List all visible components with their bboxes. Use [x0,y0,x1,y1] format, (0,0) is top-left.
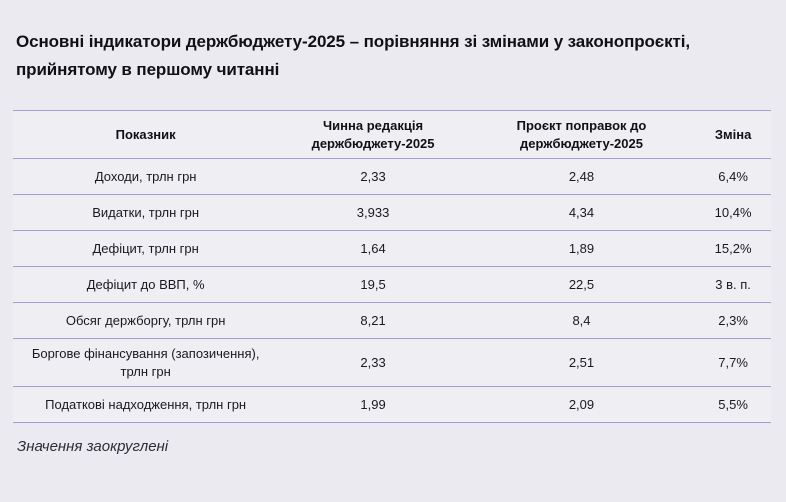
value-change: 10,4% [714,204,752,220]
table-header-row: Показник Чинна редакція держбюджету-2025… [13,111,771,158]
value-change: 5,5% [718,396,748,412]
value-current: 1,64 [360,240,386,256]
table-row: Видатки, трлн грн 3,933 4,34 10,4% [13,194,771,230]
value-proposed: 22,5 [568,276,595,292]
value-proposed: 2,48 [568,168,595,184]
column-header-indicator: Показник [115,126,176,142]
row-label: Дефіцит до ВВП, % [86,276,205,292]
row-label: Обсяг держборгу, трлн грн [65,312,226,328]
value-current: 2,33 [360,354,386,370]
value-change: 7,7% [718,354,748,370]
row-label: Боргове фінансування (запозичення), трлн… [31,346,260,379]
column-header-change: Зміна [714,126,752,142]
row-label: Дефіцит, трлн грн [92,240,199,256]
table-row: Обсяг держборгу, трлн грн 8,21 8,4 2,3% [13,302,771,338]
value-proposed: 2,09 [568,396,595,412]
column-header-current: Чинна редакція держбюджету-2025 [311,118,435,151]
value-proposed: 1,89 [568,240,595,256]
footnote: Значення заокруглені [17,438,169,456]
value-change: 15,2% [714,240,752,256]
budget-table: Показник Чинна редакція держбюджету-2025… [13,110,771,424]
value-current: 8,21 [360,312,386,328]
table-row: Доходи, трлн грн 2,33 2,48 6,4% [13,158,771,194]
table-row: Боргове фінансування (запозичення), трлн… [13,338,771,386]
table-row: Дефіцит до ВВП, % 19,5 22,5 3 в. п. [13,266,771,302]
value-change: 3 в. п. [715,276,751,292]
row-label: Видатки, трлн грн [92,204,200,220]
infographic: Основні індикатори держбюджету-2025 – по… [13,32,771,456]
value-proposed: 2,51 [568,354,595,370]
value-current: 19,5 [360,276,386,292]
table-row: Податкові надходження, трлн грн 1,99 2,0… [13,386,771,422]
value-proposed: 4,34 [568,204,595,220]
row-label: Доходи, трлн грн [94,168,197,184]
row-label: Податкові надходження, трлн грн [45,396,247,412]
value-current: 2,33 [360,168,386,184]
page-title: Основні індикатори держбюджету-2025 – по… [16,32,690,79]
value-current: 1,99 [360,396,386,412]
value-change: 6,4% [718,168,748,184]
value-change: 2,3% [718,312,748,328]
column-header-proposed: Проєкт поправок до держбюджету-2025 [516,118,647,151]
value-proposed: 8,4 [572,312,591,328]
value-current: 3,933 [356,204,390,220]
table-row: Дефіцит, трлн грн 1,64 1,89 15,2% [13,230,771,266]
